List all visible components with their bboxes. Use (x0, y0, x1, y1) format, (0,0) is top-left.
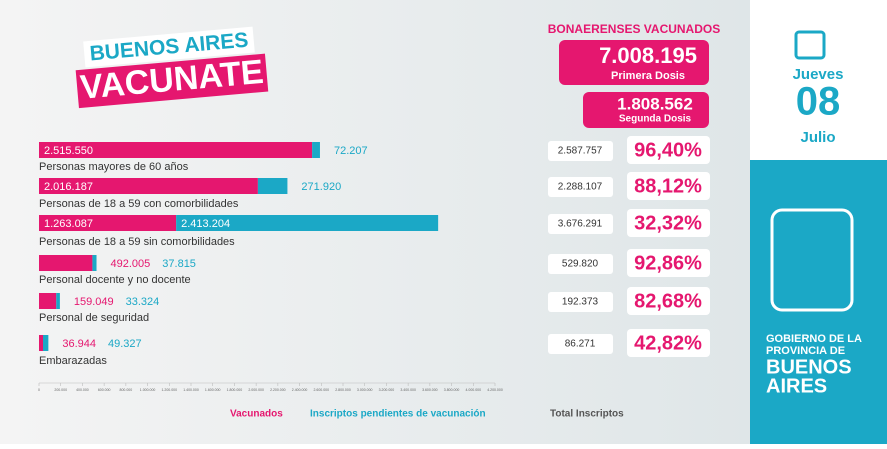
month: Julio (800, 129, 835, 146)
first-dose-box (559, 40, 709, 85)
second-dose-label: Segunda Dosis (619, 114, 692, 125)
x-tick-label: 1.600.000 (205, 388, 221, 392)
second-dose-value: 1.808.562 (617, 94, 693, 113)
value-label: 271.920 (301, 181, 341, 193)
gov-line: GOBIERNO DE LA (766, 333, 862, 345)
total-box (548, 254, 613, 274)
x-tick-label: 1.000.000 (140, 388, 156, 392)
x-tick-label: 2.800.000 (335, 388, 351, 392)
bar-segment (39, 178, 258, 194)
value-label: 159.049 (74, 296, 114, 308)
x-tick-label: 3.200.000 (379, 388, 395, 392)
logo-bottom-bg (75, 53, 269, 109)
legend-entry: Inscriptos pendientes de vacunación (310, 409, 486, 420)
percent-value: 32,32% (634, 212, 702, 234)
x-tick-label: 3.000.000 (357, 388, 373, 392)
percent-box (627, 287, 710, 315)
value-label: 2.016.187 (44, 181, 93, 193)
category-label: Personas de 18 a 59 sin comorbilidades (39, 236, 235, 248)
total-box (548, 334, 613, 354)
second-dose-box (583, 92, 709, 128)
x-tick-label: 1.800.000 (227, 388, 243, 392)
total-value: 2.587.757 (558, 146, 603, 157)
bar-segment (39, 255, 93, 271)
total-box (548, 177, 613, 197)
value-label: 2.413.204 (181, 218, 230, 230)
value-label: 1.263.087 (44, 218, 93, 230)
category-label: Personas de 18 a 59 con comorbilidades (39, 198, 239, 210)
category-label: Embarazadas (39, 355, 107, 367)
x-tick-label: 2.600.000 (313, 388, 329, 392)
total-value: 86.271 (565, 339, 596, 350)
totals-header: Total Inscriptos (550, 409, 624, 420)
x-tick-label: 2.000.000 (248, 388, 264, 392)
bar-segment (39, 215, 177, 231)
x-tick-label: 3.800.000 (444, 388, 460, 392)
value-label: 49.327 (108, 338, 142, 350)
total-value: 529.820 (562, 259, 599, 270)
category-label: Personal docente y no docente (39, 274, 191, 286)
total-box (548, 141, 613, 161)
x-tick-label: 1.400.000 (183, 388, 199, 392)
bar-segment (39, 142, 313, 158)
percent-box (627, 329, 710, 357)
weekday: Jueves (793, 66, 844, 83)
x-tick-label: 3.400.000 (400, 388, 416, 392)
percent-box (627, 249, 710, 277)
x-tick-label: 0 (38, 388, 40, 392)
percent-value: 96,40% (634, 139, 702, 161)
total-value: 3.676.291 (558, 219, 603, 230)
percent-box (627, 209, 710, 237)
total-value: 192.373 (562, 297, 599, 308)
summary-title: BONAERENSES VACUNADOS (548, 22, 720, 36)
bar-segment (39, 293, 57, 309)
date-box (750, 0, 887, 160)
x-tick-label: 3.600.000 (422, 388, 438, 392)
bar-segment (39, 335, 44, 351)
bar-segment (176, 215, 439, 231)
bar-segment (92, 255, 97, 271)
day: 08 (796, 80, 841, 124)
bar-segment (312, 142, 320, 158)
percent-value: 88,12% (634, 175, 702, 197)
total-value: 2.288.107 (558, 182, 603, 193)
percent-box (627, 136, 710, 164)
percent-box (627, 172, 710, 200)
x-tick-label: 2.200.000 (270, 388, 286, 392)
first-dose-value: 7.008.195 (599, 43, 697, 68)
value-label: 72.207 (334, 145, 368, 157)
x-tick-label: 400.000 (76, 388, 89, 392)
bar-segment (257, 178, 288, 194)
x-tick-label: 800.000 (120, 388, 133, 392)
category-label: Personal de seguridad (39, 312, 149, 324)
x-tick-label: 1.200.000 (161, 388, 177, 392)
x-tick-label: 600.000 (98, 388, 111, 392)
gov-line: AIRES (766, 375, 827, 397)
x-tick-label: 2.400.000 (292, 388, 308, 392)
bar-segment (56, 293, 60, 309)
value-label: 33.324 (126, 296, 160, 308)
x-tick-label: 200.000 (54, 388, 67, 392)
first-dose-label: Primera Dosis (611, 70, 685, 82)
logo-top-bg (83, 26, 255, 68)
legend-entry: Vacunados (230, 409, 283, 420)
calendar-icon (794, 30, 826, 60)
bar-segment (43, 335, 49, 351)
percent-value: 82,68% (634, 290, 702, 312)
value-label: 2.515.550 (44, 145, 93, 157)
value-label: 492.005 (111, 258, 151, 270)
category-label: Personas mayores de 60 años (39, 161, 189, 173)
percent-value: 92,86% (634, 252, 702, 274)
percent-value: 42,82% (634, 332, 702, 354)
gov-line: PROVINCIA DE (766, 345, 845, 357)
x-tick-label: 4.200.000 (487, 388, 503, 392)
x-tick-label: 4.000.000 (465, 388, 481, 392)
gov-line: BUENOS (766, 356, 852, 378)
value-label: 36.944 (62, 338, 96, 350)
province-map (770, 208, 854, 312)
total-box (548, 292, 613, 312)
total-box (548, 214, 613, 234)
value-label: 37.815 (162, 258, 196, 270)
